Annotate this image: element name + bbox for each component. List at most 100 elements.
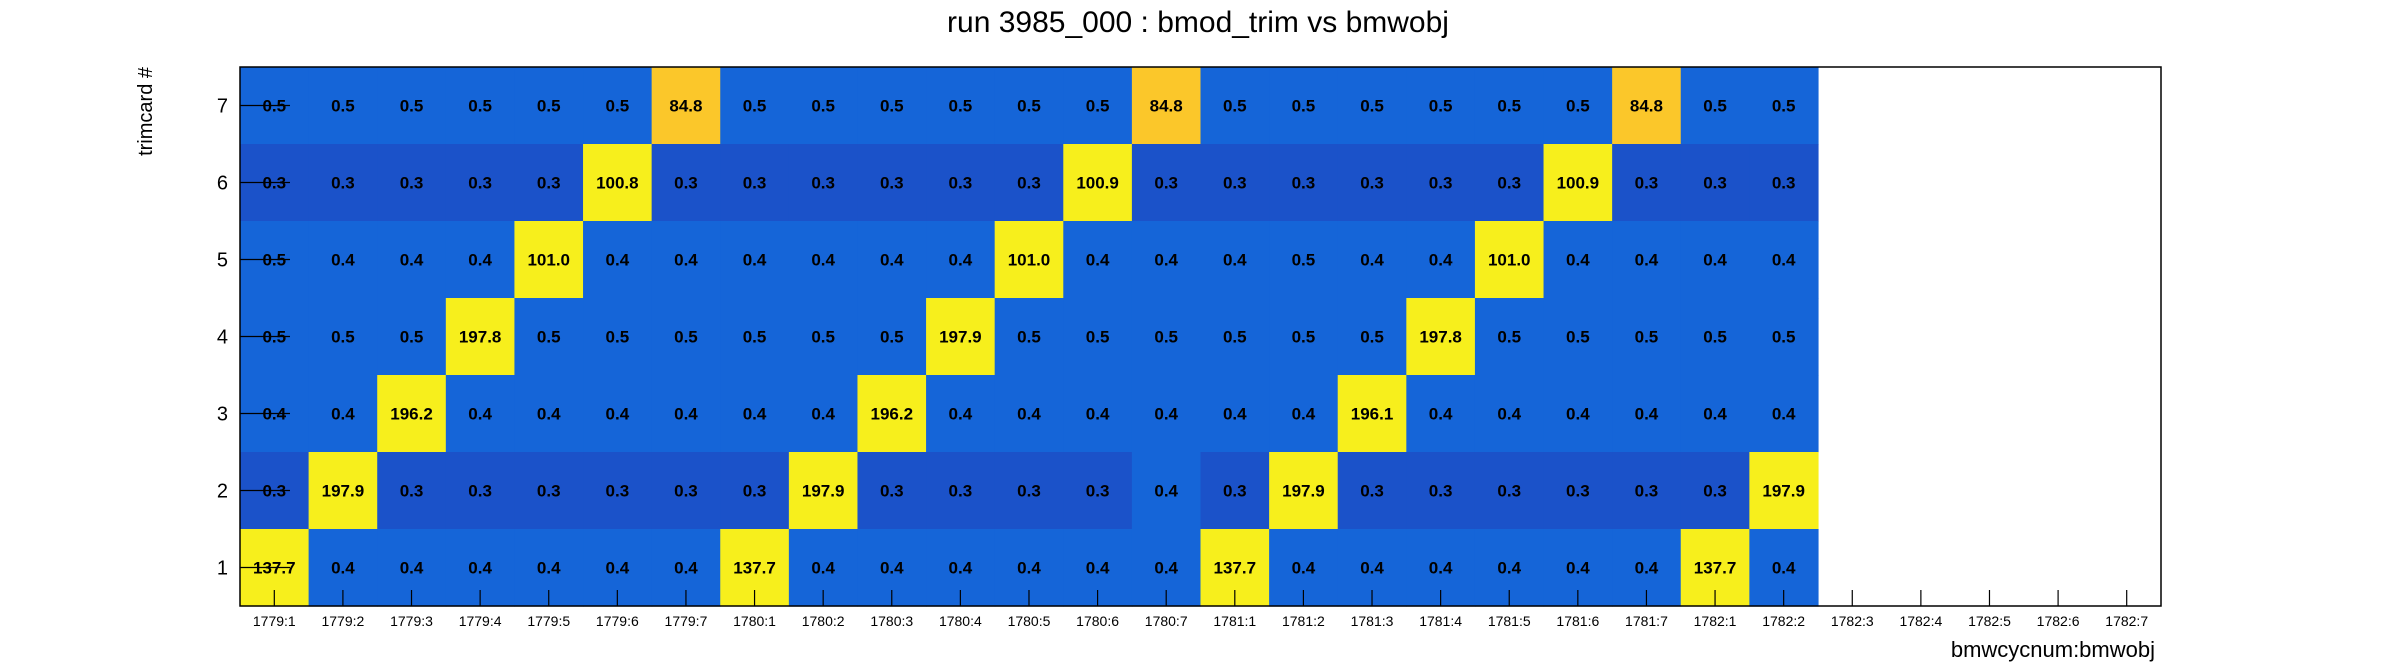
heatmap-cell [514,144,584,222]
heatmap-cell [1131,67,1202,145]
cell-value-label: 0.3 [468,482,492,501]
heatmap-cell [514,452,584,530]
cell-value-label: 0.5 [1703,97,1727,116]
cell-value-label: 0.5 [743,328,767,347]
heatmap-cell [445,452,516,530]
cell-value-label: 0.4 [1772,559,1796,578]
heatmap-cell [1474,452,1545,530]
heatmap-cell [1269,67,1339,145]
cell-value-label: 0.5 [468,97,492,116]
cell-value-label: 0.5 [1017,97,1041,116]
cell-value-label: 0.4 [1497,559,1521,578]
cell-value-label: 0.4 [1292,405,1316,424]
heatmap-cell [308,452,378,530]
x-tick-label: 1780:6 [1076,613,1119,629]
cell-value-label: 0.4 [606,405,630,424]
cell-value-label: 0.5 [811,97,835,116]
heatmap-cell [1680,452,1750,530]
cell-value-label: 0.3 [1017,482,1041,501]
y-tick-label: 6 [217,173,228,195]
cell-value-label: 0.5 [606,97,630,116]
cell-value-label: 0.5 [1566,328,1590,347]
cell-value-label: 0.5 [1635,328,1659,347]
cell-value-label: 0.4 [1635,251,1659,270]
cell-labels: 0.5 0.5 0.5 0.5 0.5 0.5 84.8 0.5 0.5 0.5 0.5 0.5 0.5… [253,97,1805,578]
heatmap-cell [377,298,447,376]
cell-value-label: 197.9 [1762,482,1805,501]
cell-value-label: 0.4 [537,405,561,424]
heatmap-cell [1680,144,1750,222]
heatmap-cell [1474,221,1545,299]
x-tick-label: 1779:3 [390,613,433,629]
y-tick-label: 4 [217,327,228,349]
x-tick-label: 1780:4 [939,613,982,629]
cell-value-label: 0.5 [1086,97,1110,116]
cell-value-label: 0.4 [1772,405,1796,424]
x-tick-label: 1779:2 [321,613,364,629]
heatmap-cell [308,67,378,145]
cell-value-label: 0.4 [880,559,904,578]
x-tick-label: 1781:6 [1556,613,1599,629]
heatmap-cell [788,375,859,453]
cell-value-label: 0.5 [1223,328,1247,347]
cell-value-label: 0.4 [1566,251,1590,270]
cell-value-label: 0.5 [1292,251,1316,270]
cell-value-label: 0.3 [1360,482,1384,501]
cell-value-label: 0.4 [1429,405,1453,424]
cell-value-label: 0.3 [1429,174,1453,193]
x-tick-label: 1782:2 [1762,613,1805,629]
cell-value-label: 0.5 [1772,328,1796,347]
cell-value-label: 101.0 [1488,251,1531,270]
cell-value-label: 0.5 [1360,97,1384,116]
heatmap-cell [1543,298,1613,376]
cell-value-label: 0.4 [949,251,973,270]
cell-value-label: 0.3 [949,174,973,193]
x-tick-label: 1781:5 [1488,613,1531,629]
cell-value-label: 197.8 [459,328,502,347]
cell-value-label: 0.5 [1292,328,1316,347]
cell-value-label: 84.8 [1630,97,1663,116]
x-tick-label: 1781:4 [1419,613,1462,629]
heatmap-cell [1131,221,1202,299]
heatmap-cell [583,452,653,530]
heatmap-cell [651,375,721,453]
cell-value-label: 0.4 [674,405,698,424]
heatmap-cell [720,144,790,222]
y-tick-label: 7 [217,96,228,118]
cell-value-label: 0.5 [537,328,561,347]
heatmap-cell [720,375,790,453]
cell-value-label: 0.3 [1566,482,1590,501]
cell-value-label: 0.3 [1086,482,1110,501]
heatmap-cell [583,221,653,299]
cell-value-label: 0.4 [1703,251,1727,270]
cell-value-label: 196.2 [870,405,913,424]
heatmap-cell [1612,221,1682,299]
x-tick-label: 1782:5 [1968,613,2011,629]
heatmap-cell [445,298,516,376]
heatmap-cell [1406,221,1476,299]
cell-value-label: 0.3 [743,482,767,501]
heatmap-cell [445,221,516,299]
heatmap-cell [651,144,721,222]
heatmap-cell [720,298,790,376]
cell-value-label: 197.9 [322,482,365,501]
cell-value-label: 0.5 [606,328,630,347]
heatmap-cell [308,375,378,453]
heatmap-cell [994,375,1064,453]
x-axis: 1779:1 1779:2 1779:3 1779:4 1779:5 1779:6 1779… [253,590,2148,629]
heatmap-cell [1749,67,1819,145]
cell-value-label: 0.3 [743,174,767,193]
x-tick-label: 1779:7 [665,613,708,629]
x-tick-label: 1780:7 [1145,613,1188,629]
heatmap-cell [514,221,584,299]
cell-value-label: 0.4 [468,251,492,270]
cell-value-label: 0.5 [949,97,973,116]
heatmap-cell [720,67,790,145]
cell-value-label: 0.3 [674,482,698,501]
cell-value-label: 0.3 [1223,174,1247,193]
cell-value-label: 0.4 [468,559,492,578]
cell-value-label: 0.5 [1497,328,1521,347]
heatmap-cell [445,67,516,145]
cell-value-label: 0.5 [1497,97,1521,116]
